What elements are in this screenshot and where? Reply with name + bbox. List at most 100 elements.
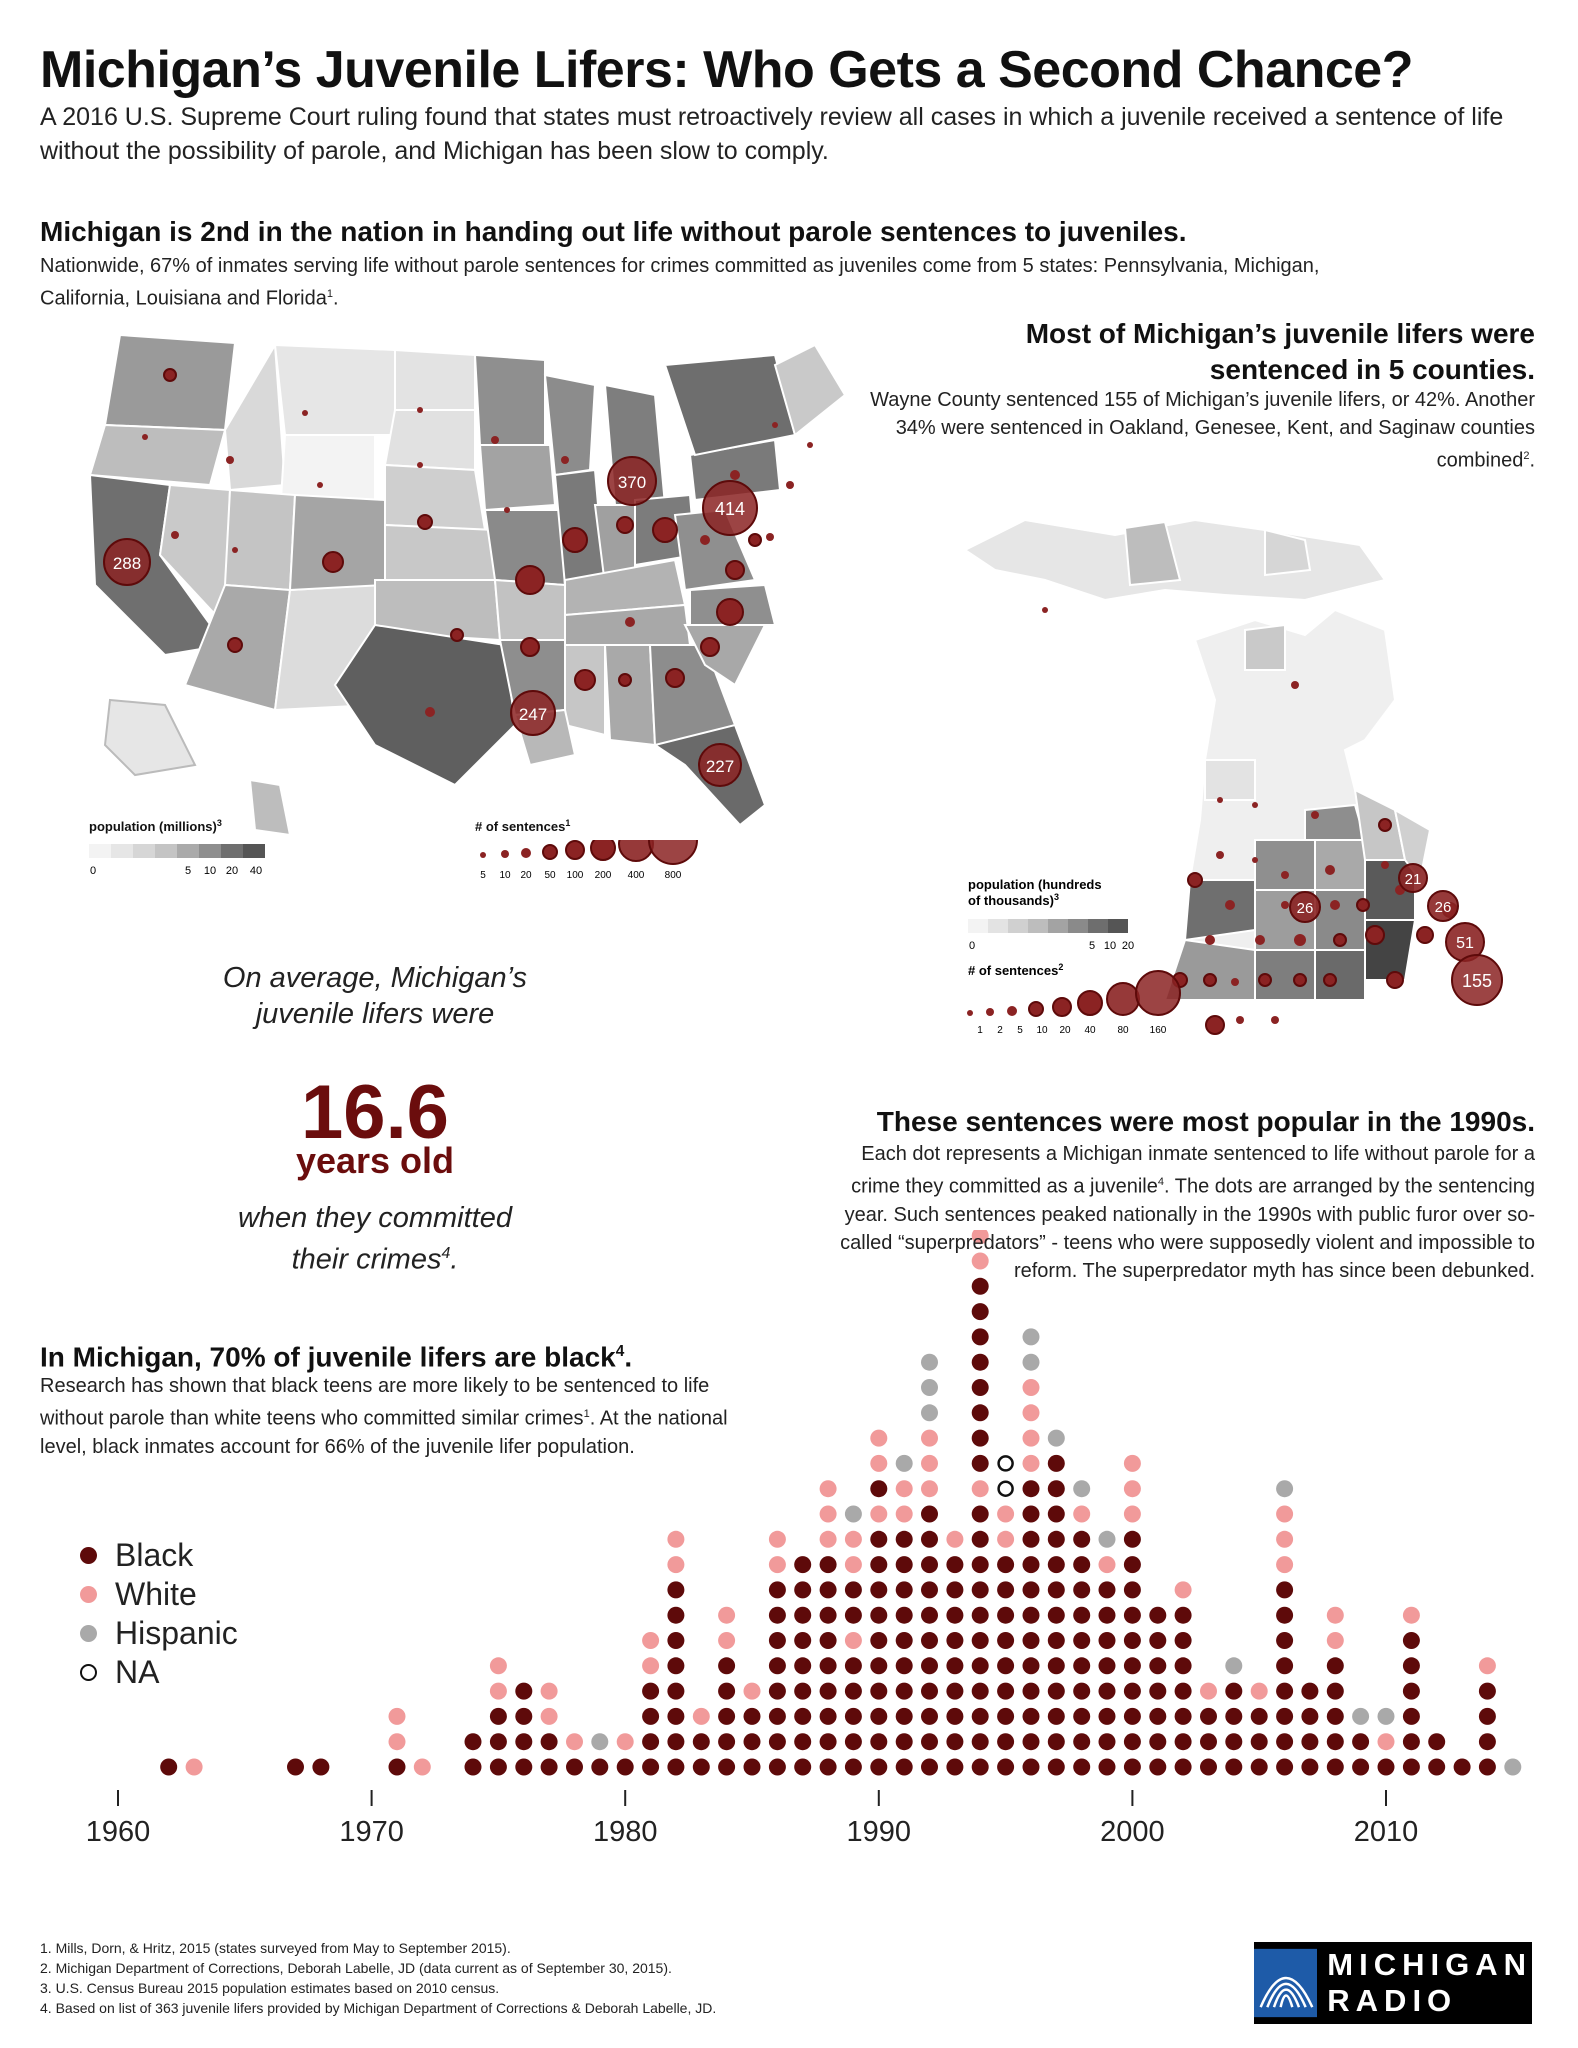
dot-black-2000 [1123,1606,1141,1624]
dot-black-1975 [489,1733,507,1751]
dot-black-1992 [921,1733,938,1751]
dot-hispanic-1996 [1022,1328,1040,1346]
dot-black-1990 [870,1606,888,1624]
dot-black-1992 [921,1556,938,1574]
mi-sent-tick: 20 [1059,1025,1071,1035]
dot-black-2001 [1149,1707,1167,1725]
dot-black-2011 [1402,1733,1420,1751]
dot-black-1985 [743,1758,761,1776]
dot-black-2005 [1250,1733,1268,1751]
mi-sent-legend-title: # of sentences2 [968,962,1063,978]
label-kent: 26 [1297,900,1314,917]
dot-black-1991 [895,1657,913,1675]
dot-black-1997 [1047,1505,1065,1523]
dot-black-1995 [997,1556,1015,1574]
dot-white-1988 [819,1480,837,1498]
dot-black-2014 [1478,1733,1496,1751]
dot-white-1992 [921,1480,938,1498]
dot-black-1997 [1047,1758,1065,1776]
dot-black-1989 [844,1606,862,1624]
mi-pop-legend-title: of thousands)3 [968,892,1059,908]
dot-black-2007 [1301,1682,1319,1700]
dot-black-1992 [921,1606,938,1624]
dot-black-1976 [515,1758,533,1776]
dot-white-1977 [540,1682,558,1700]
dot-black-1995 [997,1733,1015,1751]
dot-white-2010 [1377,1733,1395,1751]
dot-black-1988 [819,1581,837,1599]
dot-black-1997 [1047,1530,1065,1548]
dot-white-1996 [1022,1404,1040,1422]
dot-black-1982 [667,1606,685,1624]
dot-black-1988 [819,1632,837,1649]
dot-black-1993 [946,1682,964,1700]
dot-black-1979 [591,1758,609,1776]
dot-na-1995 [997,1480,1014,1497]
dot-white-2000 [1123,1454,1141,1472]
dot-black-1989 [844,1657,862,1675]
us-sent-tick: 100 [567,870,584,881]
x-tick-label: 1990 [847,1816,912,1848]
dot-black-2006 [1276,1758,1294,1776]
dot-white-2011 [1402,1606,1420,1624]
national-heading: Michigan is 2nd in the nation in handing… [40,216,1187,247]
dot-hispanic-2010 [1377,1707,1395,1725]
dot-black-1994 [971,1530,989,1548]
us-sent-tick: 20 [520,870,532,881]
dot-black-2003 [1200,1733,1217,1751]
mi-sent-tick: 1 [977,1025,983,1035]
average-intro: On average, Michigan’s juvenile lifers w… [222,962,528,1030]
mi-pop-tick: 10 [1104,940,1116,952]
dot-black-1987 [794,1707,812,1725]
page-title: Michigan’s Juvenile Lifers: Who Gets a S… [40,41,1413,99]
dot-black-1978 [566,1758,583,1776]
dot-black-2006 [1276,1657,1294,1675]
legend-item-hispanic: Hispanic [80,1614,380,1653]
dot-black-1983 [692,1758,710,1776]
dot-white-2006 [1276,1530,1294,1548]
dot-white-2006 [1276,1556,1294,1574]
footnote: 1. Mills, Dorn, & Hritz, 2015 (states su… [40,1940,511,1956]
dot-black-1993 [946,1707,964,1725]
dot-white-2000 [1123,1480,1141,1498]
dot-white-1999 [1098,1556,1116,1574]
dot-black-1989 [844,1733,862,1751]
dot-black-2000 [1123,1733,1141,1751]
dot-black-2008 [1326,1682,1344,1700]
us-pop-tick: 5 [185,865,191,877]
dot-black-2011 [1402,1682,1420,1700]
dot-black-1987 [794,1682,812,1700]
dot-black-1986 [768,1707,786,1725]
dot-black-2002 [1174,1707,1192,1725]
dot-hispanic-1997 [1047,1429,1065,1447]
dot-white-1991 [895,1505,913,1523]
dot-black-1985 [743,1733,761,1751]
dot-black-1994 [971,1277,989,1295]
dot-black-1982 [667,1581,685,1599]
dot-black-1995 [997,1632,1015,1649]
dot-black-1999 [1098,1707,1116,1725]
mi-labeled-bubbles: 21 26 26 51 155 [1289,863,1503,1006]
dot-white-2000 [1123,1505,1141,1523]
dot-white-1986 [768,1530,786,1548]
dot-black-1992 [921,1581,938,1599]
dot-black-1984 [718,1657,736,1675]
dot-hispanic-1999 [1098,1530,1116,1548]
mi-legend-scales: population (hundreds of thousands)3 0 5 … [967,877,1181,1035]
dot-white-2005 [1250,1682,1268,1700]
dot-white-1990 [870,1454,888,1472]
dot-black-1998 [1073,1707,1091,1725]
us-sent-tick: 10 [499,870,511,881]
dot-black-2002 [1174,1733,1192,1751]
label-california: 288 [113,554,141,573]
dots-layer [160,1230,1522,1776]
race-body: Research has shown that black teens are … [40,1375,728,1458]
dot-black-1984 [718,1707,736,1725]
dot-black-2008 [1326,1707,1344,1725]
dot-black-2006 [1276,1707,1294,1725]
dot-white-2014 [1478,1657,1496,1675]
dot-black-2007 [1301,1758,1319,1776]
dot-black-1997 [1047,1733,1065,1751]
dot-black-2011 [1402,1657,1420,1675]
dot-black-1962 [160,1758,178,1776]
